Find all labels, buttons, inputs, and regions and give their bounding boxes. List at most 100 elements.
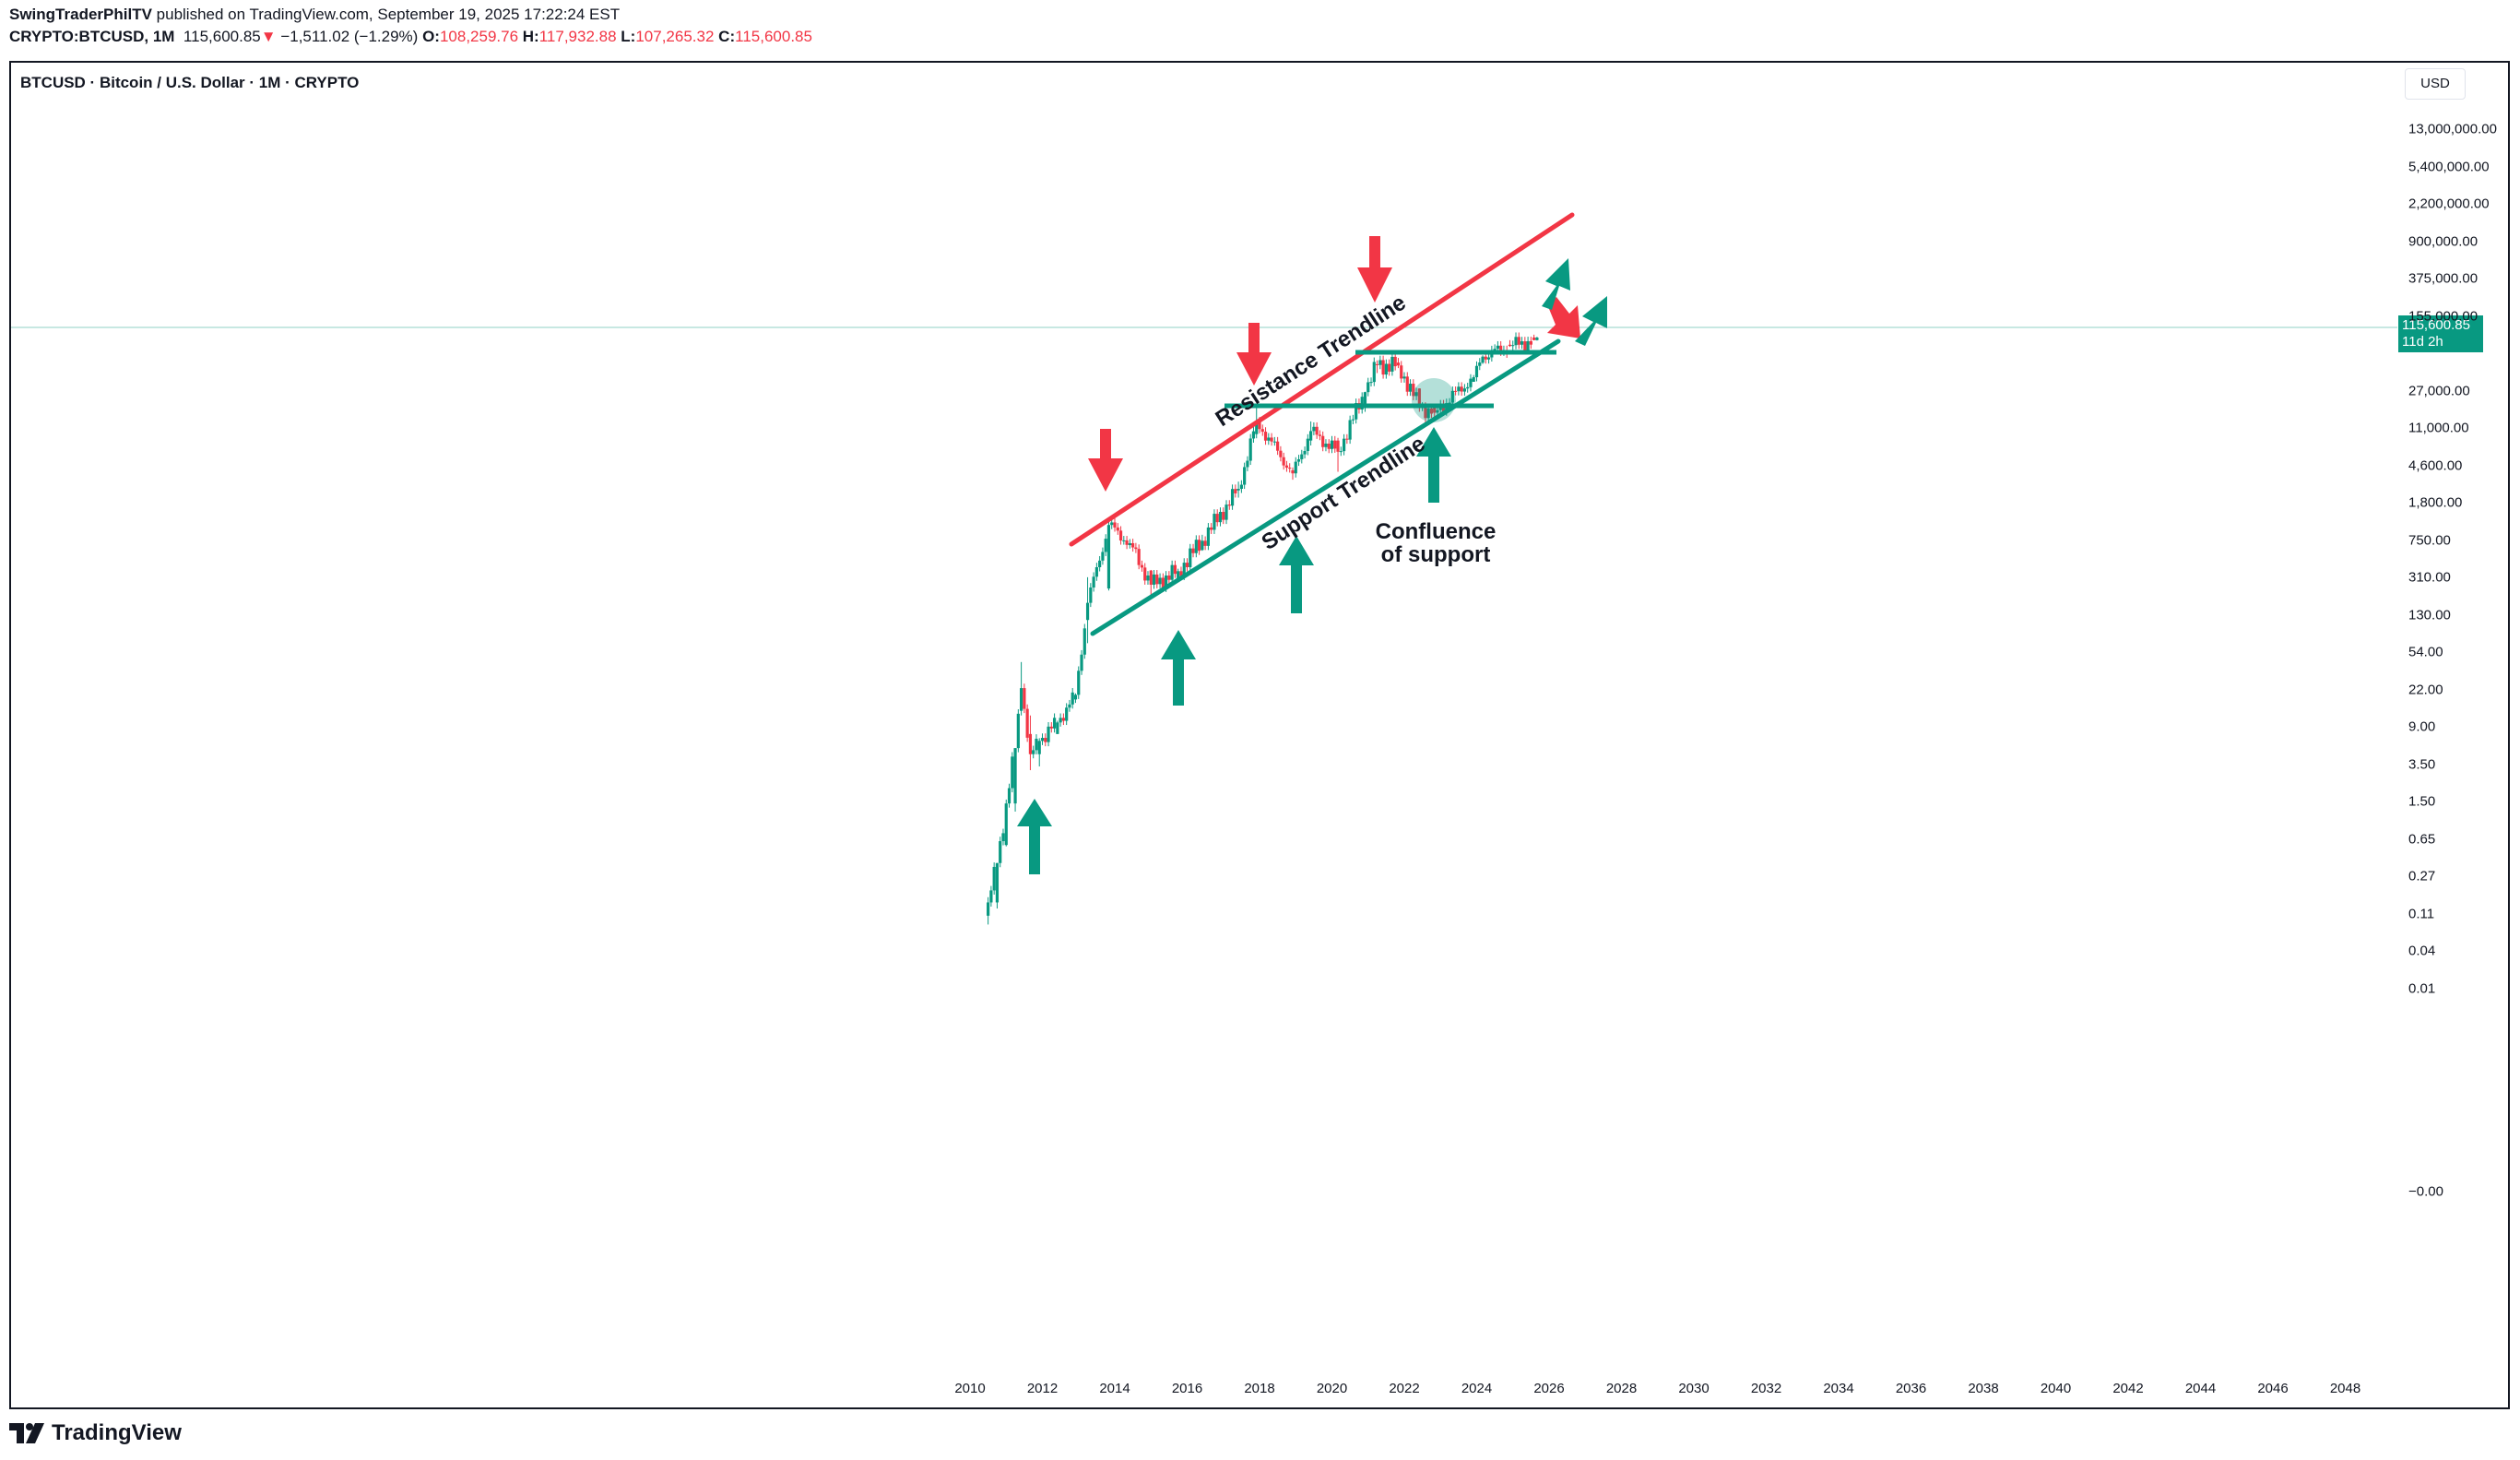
price-tick-label: 0.27 bbox=[2408, 868, 2436, 884]
chart-legend[interactable]: BTCUSD · Bitcoin / U.S. Dollar · 1M · CR… bbox=[20, 74, 360, 91]
low-label: L: bbox=[621, 28, 636, 45]
candle-body bbox=[1225, 504, 1228, 520]
candle-body bbox=[1390, 356, 1394, 372]
candle-body bbox=[1080, 654, 1083, 671]
price-tick-label: 2,200,000.00 bbox=[2408, 196, 2490, 212]
candle-body bbox=[1239, 484, 1243, 490]
candle-body bbox=[1348, 420, 1352, 440]
price-tick-label: 13,000,000.00 bbox=[2408, 121, 2497, 137]
currency-button[interactable]: USD bbox=[2405, 68, 2466, 100]
candle-body bbox=[1339, 451, 1343, 453]
price-tick-label: 0.11 bbox=[2408, 906, 2435, 921]
high-value: 117,932.88 bbox=[538, 28, 617, 45]
candle-body bbox=[1227, 504, 1231, 506]
candle-body bbox=[1236, 489, 1240, 491]
time-tick-label: 2028 bbox=[1605, 1381, 1638, 1396]
candle-body bbox=[1511, 345, 1515, 347]
candle-body bbox=[1025, 708, 1029, 738]
candle-body bbox=[1167, 576, 1171, 580]
candle-body bbox=[1282, 457, 1285, 466]
candle-body bbox=[1260, 429, 1264, 433]
candle-body bbox=[1044, 738, 1047, 742]
price-tick-label: 22.00 bbox=[2408, 682, 2443, 697]
candle-body bbox=[1378, 360, 1382, 365]
candle-body bbox=[1351, 419, 1355, 421]
tradingview-logo[interactable]: TradingView bbox=[9, 1420, 182, 1446]
price-change: −1,511.02 (−1.29%) bbox=[280, 28, 419, 45]
time-tick-label: 2022 bbox=[1389, 1381, 1420, 1396]
candle-body bbox=[1291, 469, 1295, 474]
author-name[interactable]: SwingTraderPhilTV bbox=[9, 6, 152, 23]
candle-body bbox=[1514, 337, 1518, 346]
candle-body bbox=[1004, 803, 1008, 846]
up-right-arrow-icon bbox=[1575, 296, 1607, 346]
candle-body bbox=[1429, 409, 1434, 414]
candle-body bbox=[1049, 726, 1053, 729]
time-tick-label: 2014 bbox=[1099, 1381, 1130, 1396]
candle-body bbox=[1028, 733, 1033, 754]
time-tick-label: 2036 bbox=[1895, 1381, 1927, 1396]
candle-body bbox=[1110, 522, 1114, 526]
candle-body bbox=[1388, 363, 1391, 372]
down-arrow-icon: ▼ bbox=[260, 28, 277, 45]
candle-body bbox=[1327, 443, 1331, 449]
candle-body bbox=[1210, 527, 1213, 530]
price-tick-label: 9.00 bbox=[2408, 718, 2436, 735]
candle-body bbox=[1137, 549, 1141, 565]
candle-body bbox=[1472, 377, 1475, 382]
support-trendline[interactable] bbox=[1090, 338, 1561, 636]
price-tick-label: 0.04 bbox=[2408, 943, 2436, 959]
candle-body bbox=[1424, 407, 1427, 419]
candle-body bbox=[1125, 540, 1129, 545]
time-tick-label: 2020 bbox=[1316, 1381, 1348, 1396]
publish-line: SwingTraderPhilTV published on TradingVi… bbox=[9, 6, 620, 24]
candle-body bbox=[1426, 409, 1430, 419]
candle-body bbox=[1092, 576, 1095, 588]
confluence-highlight bbox=[1412, 378, 1456, 422]
candle-body bbox=[1011, 756, 1014, 789]
candle-body bbox=[1484, 356, 1487, 360]
candle-body bbox=[1068, 704, 1071, 708]
candle-body bbox=[1222, 512, 1225, 520]
candle-body bbox=[1448, 402, 1451, 404]
price-tick-label: 4,600.00 bbox=[2408, 457, 2463, 473]
price-tick-label: 3.50 bbox=[2408, 756, 2436, 772]
candle-body bbox=[1140, 564, 1144, 568]
candle-body bbox=[1122, 540, 1126, 541]
candle-body bbox=[1056, 722, 1059, 734]
candle-body bbox=[1194, 540, 1198, 553]
candle-body bbox=[1061, 718, 1065, 721]
candle-body bbox=[992, 866, 996, 891]
candle-body bbox=[1131, 542, 1135, 548]
up-right-arrow-icon bbox=[1542, 258, 1570, 310]
candle-body bbox=[1330, 440, 1334, 449]
time-tick-label: 2010 bbox=[954, 1381, 986, 1396]
published-text: published on TradingView.com, September … bbox=[156, 6, 621, 23]
candle-body bbox=[1206, 527, 1210, 546]
time-tick-label: 2034 bbox=[1823, 1381, 1854, 1396]
candle-body bbox=[1161, 577, 1165, 588]
candle-body bbox=[1118, 530, 1123, 541]
time-tick-label: 2012 bbox=[1026, 1381, 1059, 1396]
resistance-trendline[interactable] bbox=[1069, 212, 1575, 547]
candle-body bbox=[1258, 421, 1261, 430]
time-tick-label: 2038 bbox=[1968, 1381, 1999, 1396]
candle-body bbox=[1508, 344, 1512, 347]
candle-body bbox=[1246, 460, 1249, 468]
candle-body bbox=[1517, 337, 1520, 345]
candle-body bbox=[1213, 514, 1216, 530]
candle-body bbox=[1345, 438, 1349, 440]
candle-body bbox=[1296, 458, 1301, 462]
candle-body bbox=[1496, 345, 1499, 350]
up-arrow-icon bbox=[1017, 799, 1052, 874]
chart-frame[interactable] bbox=[9, 61, 2510, 1409]
confluence-label-line1: Confluence bbox=[1376, 519, 1497, 544]
candle-body bbox=[1215, 514, 1219, 523]
time-tick-label: 2030 bbox=[1678, 1381, 1710, 1396]
candle-body bbox=[1007, 788, 1012, 804]
candle-body bbox=[1360, 397, 1364, 410]
last-price-label: 115,600.85 11d 2h bbox=[2398, 315, 2483, 352]
time-tick-label: 2044 bbox=[2184, 1381, 2217, 1396]
candle-body bbox=[1469, 378, 1473, 387]
